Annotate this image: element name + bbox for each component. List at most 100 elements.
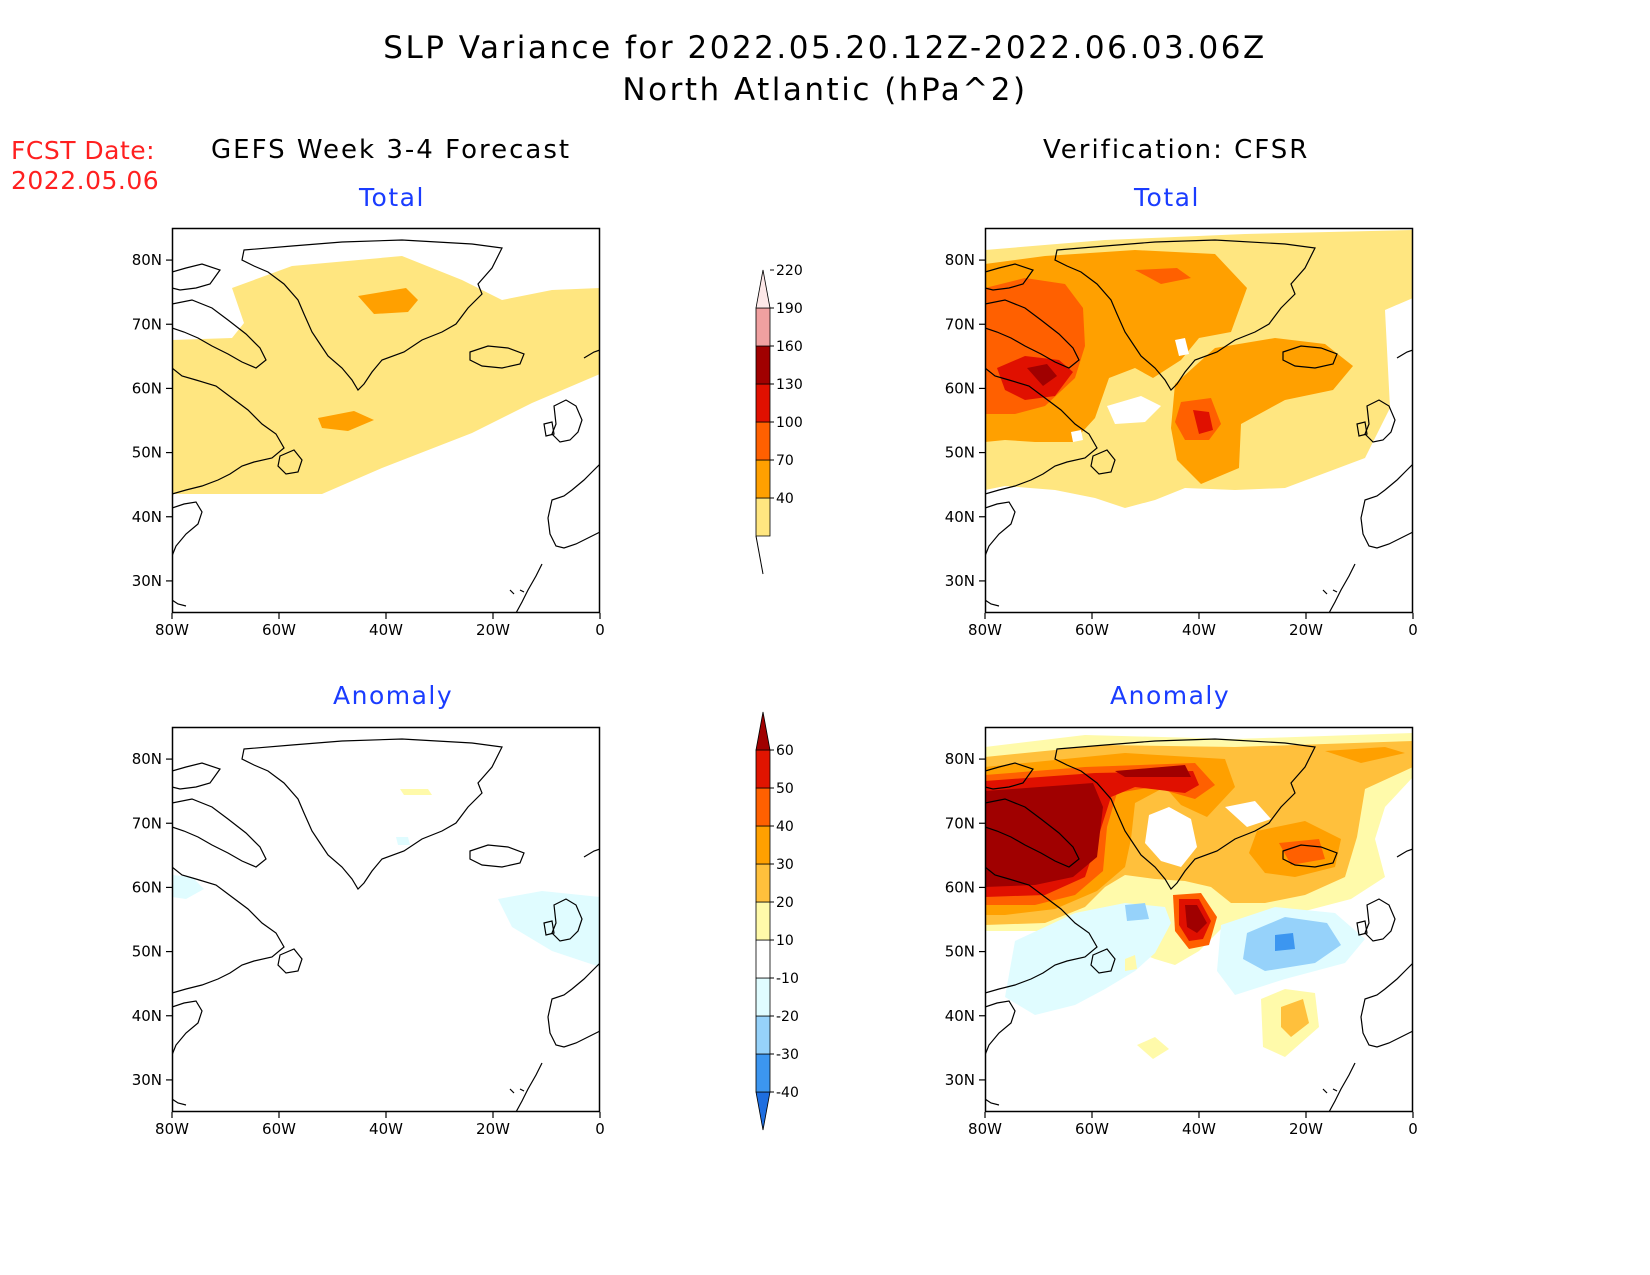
coastline: [985, 299, 1080, 369]
lon-tick-label: 80W: [968, 621, 1002, 639]
lon-tick-label: 40W: [369, 1120, 403, 1138]
lat-tick-label: 80N: [945, 750, 975, 768]
map-panel-gefs-total: 80N 70N 60N 50N 40N 30N 80W 60W 40W 20W 0: [132, 227, 605, 639]
lon-tick-label: 60W: [1075, 621, 1109, 639]
colorbar-label: -30: [776, 1047, 799, 1063]
coastline: [985, 1000, 1016, 1056]
coastline: [985, 1098, 1000, 1106]
shade-region: [1071, 430, 1083, 442]
lat-tick-label: 50N: [132, 943, 162, 961]
lon-tick-label: 0: [595, 621, 605, 639]
coastline: [1090, 948, 1116, 974]
coastline: [1364, 898, 1396, 942]
shade-region: [1125, 903, 1149, 921]
lat-tick-label: 80N: [132, 251, 162, 269]
coastline: [509, 589, 515, 595]
lon-tick-label: 40W: [1182, 1120, 1216, 1138]
coastline: [172, 1000, 203, 1056]
lat-tick-label: 80N: [945, 251, 975, 269]
colorbar-swatch: [755, 939, 771, 979]
lat-tick-label: 40N: [945, 508, 975, 526]
shade-region: [172, 256, 600, 494]
lat-tick-label: 60N: [132, 379, 162, 397]
coastline: [1360, 463, 1413, 549]
coastline: [519, 589, 525, 593]
coastline: [509, 1088, 515, 1094]
shade-region: [498, 891, 600, 967]
shade-region: [1135, 268, 1191, 284]
coastline: [1328, 563, 1356, 613]
colorbar-swatch: [755, 497, 771, 537]
colorbar-label: 30: [776, 857, 794, 873]
shade-region: [1137, 1037, 1169, 1059]
lat-tick-label: 70N: [945, 315, 975, 333]
colorbar-label: 50: [776, 781, 794, 797]
shade-region: [400, 789, 432, 795]
coastline: [519, 1088, 525, 1092]
lat-tick-label: 30N: [945, 572, 975, 590]
colorbar-swatch: [755, 459, 771, 499]
lat-tick-label: 60N: [945, 379, 975, 397]
colorbar-label: 190: [776, 301, 803, 317]
shade-region: [1145, 807, 1197, 867]
coastline: [547, 463, 600, 549]
shade-region: [1171, 338, 1353, 484]
colorbar-label: 20: [776, 895, 794, 911]
shade-region: [1225, 801, 1271, 827]
colorbar-swatch: [755, 269, 771, 309]
colorbar-label: -40: [776, 1085, 799, 1101]
colorbar-swatch: [755, 1091, 771, 1131]
coastline: [515, 563, 543, 613]
lon-tick-label: 60W: [262, 1120, 296, 1138]
main-title: SLP Variance for 2022.05.20.12Z-2022.06.…: [383, 30, 1267, 66]
panel-title-top-left: Total: [359, 183, 425, 212]
lon-tick-label: 40W: [1182, 621, 1216, 639]
coastline: [985, 599, 1000, 607]
forecast-date-label: FCST Date:: [11, 136, 156, 165]
coastline: [1332, 589, 1338, 593]
lon-tick-label: 20W: [1289, 1120, 1323, 1138]
colorbar-anomaly: -40 -30 -20 -10 10 20 30 40 50 60: [755, 711, 799, 1131]
coastline: [277, 449, 303, 475]
map-panel-cfsr-total: 80N 70N 60N 50N 40N 30N 80W 60W 40W 20W 0: [945, 227, 1418, 639]
coastline: [985, 263, 1034, 291]
lon-tick-label: 80W: [968, 1120, 1002, 1138]
colorbar-label: 40: [776, 819, 794, 835]
lat-tick-label: 40N: [132, 1007, 162, 1025]
shade-region: [1193, 410, 1213, 434]
coastline: [543, 920, 555, 936]
coastline: [1396, 349, 1413, 359]
shade-region: [997, 356, 1073, 400]
coastline: [1356, 421, 1368, 437]
coastline: [1054, 239, 1316, 391]
coastline: [985, 367, 1098, 495]
lat-tick-label: 70N: [132, 315, 162, 333]
coastline: [543, 421, 555, 437]
map-frame: [171, 726, 601, 1113]
lon-tick-label: 40W: [369, 621, 403, 639]
coastline: [551, 399, 583, 443]
map-frame: [171, 227, 601, 614]
lon-tick-label: 20W: [476, 1120, 510, 1138]
lon-tick-label: 0: [1408, 621, 1418, 639]
coastline: [551, 898, 583, 942]
panel-title-bottom-left: Anomaly: [333, 681, 454, 710]
lat-tick-label: 40N: [945, 1007, 975, 1025]
right-column-heading: Verification: CFSR: [1043, 135, 1310, 165]
lat-tick-label: 50N: [132, 444, 162, 462]
left-column-heading: GEFS Week 3-4 Forecast: [211, 135, 572, 165]
colorbar-swatch: [755, 749, 771, 789]
lon-tick-label: 80W: [155, 621, 189, 639]
shade-region: [1281, 999, 1309, 1037]
panel-title-top-right: Total: [1134, 183, 1200, 212]
shade-region: [1275, 933, 1295, 951]
lat-tick-label: 70N: [132, 814, 162, 832]
coastline: [985, 762, 1034, 790]
shade-region: [1107, 396, 1161, 424]
coastline: [547, 962, 600, 1048]
lat-tick-label: 50N: [945, 444, 975, 462]
lon-tick-label: 60W: [1075, 1120, 1109, 1138]
coastline: [172, 367, 285, 495]
colorbar-label: 40: [776, 491, 794, 507]
lon-tick-label: 0: [595, 1120, 605, 1138]
